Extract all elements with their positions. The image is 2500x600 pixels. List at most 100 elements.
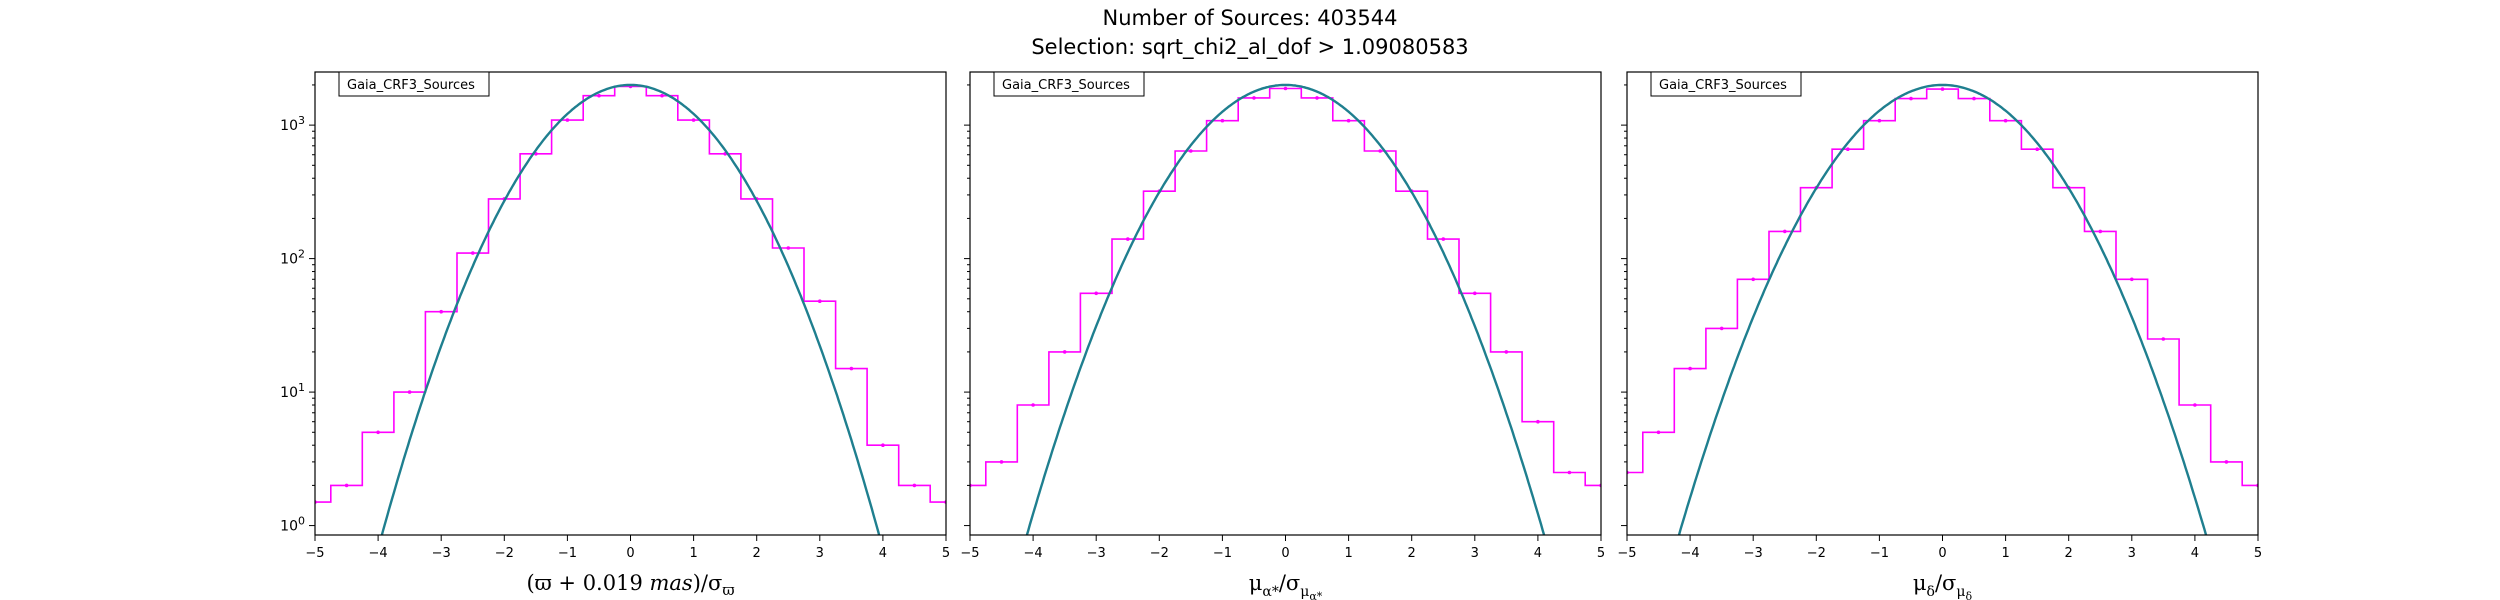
histogram-step-line [1627,88,2258,487]
histogram-bin-point [786,246,791,250]
x-tick-label: 5 [942,546,950,561]
x-tick-label: −5 [1617,546,1636,561]
histogram-bin-point [1062,350,1067,354]
legend-box [993,71,1145,97]
histogram-bin-point [376,430,380,435]
x-axis-label: μα*/σμα* [1249,571,1323,600]
histogram-bin-point [1378,149,1382,153]
x-tick-label: −1 [1870,546,1889,561]
histogram-bin-point [1567,470,1572,475]
histogram-bin-point [691,118,696,122]
x-tick-label: −4 [369,546,388,561]
axes-frame [969,71,1602,536]
histogram-bin-point [597,93,601,98]
x-tick-label: 2 [2065,546,2073,561]
x-tick-label: −4 [1681,546,1700,561]
x-tick-label: 1 [2001,546,2009,561]
figure-title-line-2: Selection: sqrt_chi2_al_dof > 1.09080583 [1031,35,1468,60]
gaussian-fit-line [1677,83,2208,535]
legend-label: Gaia_CRF3_Sources [1659,78,1787,93]
histogram-bin-point [2130,277,2134,282]
legend-box [338,71,490,97]
y-tick-label: 102 [280,248,305,268]
histogram-bin-point [818,299,822,304]
histogram-bin-point [2035,147,2039,151]
x-tick-label: −2 [1807,546,1826,561]
histogram-bin-point [1940,87,1945,91]
histogram-bin-point [912,483,917,488]
histogram-step-line [970,87,1601,487]
histogram-bin-point [1189,149,1193,153]
x-tick-label: 0 [626,546,634,561]
legend-label: Gaia_CRF3_Sources [1002,78,1130,93]
histogram-bin-point [1846,147,1850,151]
histogram-bin-point [1909,96,1913,101]
histogram-bin-point [2161,337,2166,341]
histogram-bin-point [660,93,664,98]
histogram-bin-point [1126,237,1130,241]
x-axis-label: (ϖ + 0.019 mas)/σϖ [526,571,734,599]
gaussian-fit-line [1025,83,1546,535]
histogram-bin-point [1504,350,1509,354]
histogram-bin-point [1688,366,1692,371]
x-tick-label: 4 [1534,546,1542,561]
axes-frame [314,71,947,536]
histogram-bin-point [439,309,444,314]
histogram-bin-point [999,460,1004,464]
histogram-bin-point [881,443,885,448]
x-tick-label: 0 [1938,546,1946,561]
histogram-bin-point [1719,326,1724,331]
histogram-bin-point [1220,118,1225,123]
histogram-bin-point [1536,419,1540,424]
y-tick-label: 101 [280,381,305,401]
histogram-bin-point [1751,277,1755,282]
x-tick-label: −4 [1024,546,1043,561]
histogram-bin-point [849,366,854,371]
x-tick-label: 3 [2128,546,2136,561]
y-tick-label: 100 [280,515,305,535]
x-tick-label: 5 [2254,546,2262,561]
x-tick-label: −2 [1150,546,1169,561]
x-tick-label: 2 [1408,546,1416,561]
panels-group: −5 −4 −3 −2 −1 0 1 2 3 4 5 100 101 102 1 0 3 Gaia_CRF3_So… [280,71,2262,600]
x-tick-label: −3 [1744,546,1763,561]
histogram-bin-point [2193,403,2197,407]
histogram-bin-point [407,390,412,394]
x-tick-label: 1 [1344,546,1352,561]
histogram-bin-point [1031,403,1035,407]
x-tick-label: 5 [1597,546,1605,561]
histogram-bin-point [1315,96,1319,100]
chart-panel-middle: −5 −4 −3 −2 −1 0 1 2 3 4 5 Gaia_CRF3_Sources μα*/σμα… [960,71,1605,600]
histogram-bin-point [1783,229,1787,234]
plot-area [315,83,946,535]
histogram-bin-point [565,118,570,122]
axes-frame [1626,71,2259,536]
histogram-bin-point [2224,460,2229,464]
x-tick-label: 3 [816,546,824,561]
histogram-bin-point [471,251,475,255]
x-tick-label: 2 [753,546,761,561]
x-tick-label: −5 [305,546,324,561]
x-tick-label: 4 [2191,546,2199,561]
x-tick-label: −5 [960,546,979,561]
plot-area [970,83,1601,535]
histogram-bin-point [1283,86,1288,91]
histogram-bin-point [1094,291,1098,296]
histogram-bin-point [344,483,349,488]
legend-label: Gaia_CRF3_Sources [347,78,475,93]
histogram-bin-point [1656,430,1661,435]
gaussian-fit-line [380,83,881,535]
figure-title-line-1: Number of Sources: 403544 [1103,6,1398,30]
histogram-bin-point [1473,291,1477,296]
histogram-bin-point [2098,229,2103,234]
x-axis-label: μδ/σμδ [1913,571,1973,600]
chart-panel-left: −5 −4 −3 −2 −1 0 1 2 3 4 5 100 101 102 103 Gaia_CRF3_So… [280,71,950,599]
x-tick-label: −3 [1087,546,1106,561]
x-tick-label: 4 [879,546,887,561]
histogram-bin-point [1877,118,1882,123]
chart-panel-right: −5 −4 −3 −2 −1 0 1 2 3 4 5 Gaia_CRF3_Sources μδ/σμδ [1617,71,2262,600]
histogram-bin-point [1441,237,1446,241]
x-tick-label: −1 [1213,546,1232,561]
histogram-bin-point [1972,96,1976,101]
